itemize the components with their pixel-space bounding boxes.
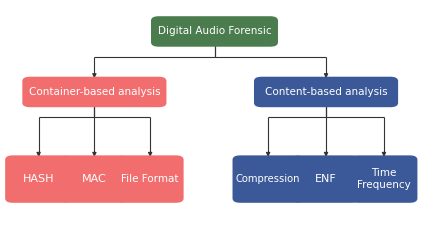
Text: MAC: MAC	[82, 174, 107, 184]
Text: Time
Frequency: Time Frequency	[357, 168, 411, 190]
Text: Content-based analysis: Content-based analysis	[265, 87, 387, 97]
FancyBboxPatch shape	[61, 155, 128, 203]
FancyBboxPatch shape	[254, 77, 398, 107]
FancyBboxPatch shape	[151, 16, 278, 47]
FancyBboxPatch shape	[350, 155, 417, 203]
Text: HASH: HASH	[23, 174, 54, 184]
FancyBboxPatch shape	[5, 155, 72, 203]
Text: Compression: Compression	[236, 174, 300, 184]
FancyBboxPatch shape	[117, 155, 184, 203]
FancyBboxPatch shape	[293, 155, 360, 203]
Text: Digital Audio Forensic: Digital Audio Forensic	[158, 26, 271, 37]
Text: ENF: ENF	[315, 174, 337, 184]
Text: Container-based analysis: Container-based analysis	[29, 87, 160, 97]
FancyBboxPatch shape	[233, 155, 304, 203]
FancyBboxPatch shape	[22, 77, 166, 107]
Text: File Format: File Format	[121, 174, 179, 184]
